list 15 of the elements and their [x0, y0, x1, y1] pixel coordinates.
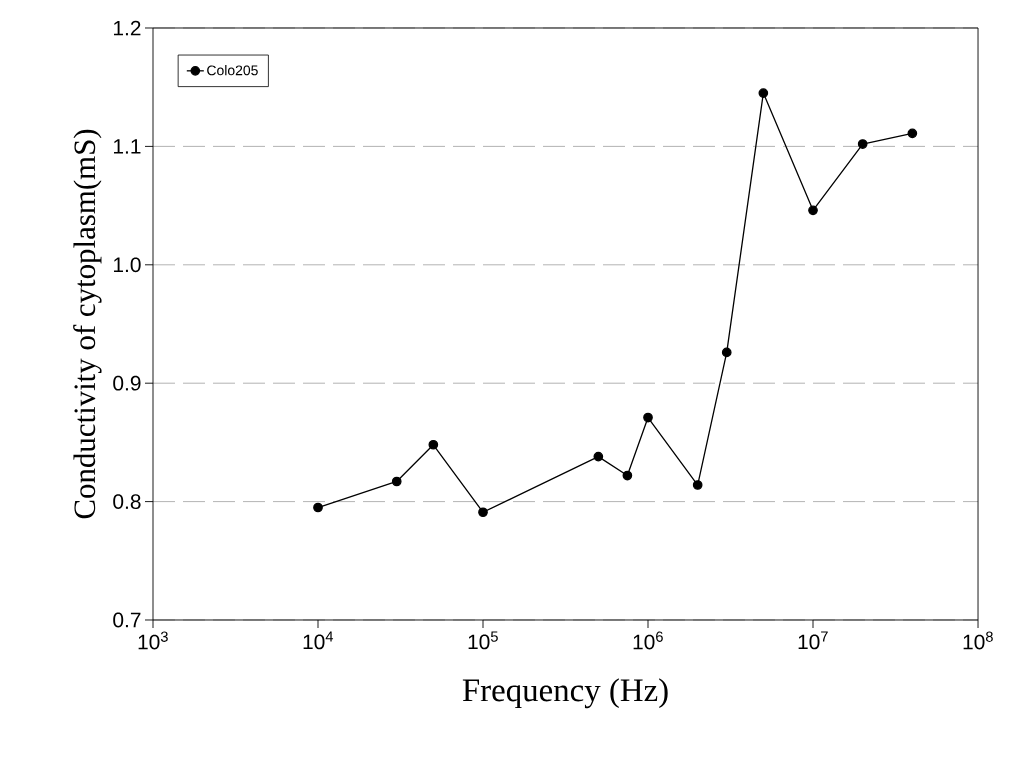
x-tick-label: 10$^{8}$ — [963, 631, 993, 650]
legend-label: Colo205 — [207, 65, 258, 76]
y-axis-title: Conductivity of cytoplasm(mS) — [73, 129, 102, 519]
y-tick-label: 0.8 — [113, 494, 141, 510]
x-tick-label: 10$^{4}$ — [303, 631, 334, 650]
y-tick-label: 0.9 — [113, 375, 141, 391]
y-tick-label: 1.1 — [114, 139, 141, 154]
x-tick-label: 10$^{6}$ — [633, 631, 663, 650]
x-axis-title: Frequency (Hz) — [462, 678, 668, 709]
y-tick-label: 1.0 — [114, 257, 141, 273]
x-tick-label: 10$^{5}$ — [468, 631, 498, 650]
x-tick-label: 10$^{7}$ — [798, 631, 828, 650]
x-tick-label: 10$^{3}$ — [138, 631, 168, 650]
y-tick-label: 0.7 — [113, 612, 141, 628]
y-tick-label: 1.2 — [114, 20, 141, 36]
